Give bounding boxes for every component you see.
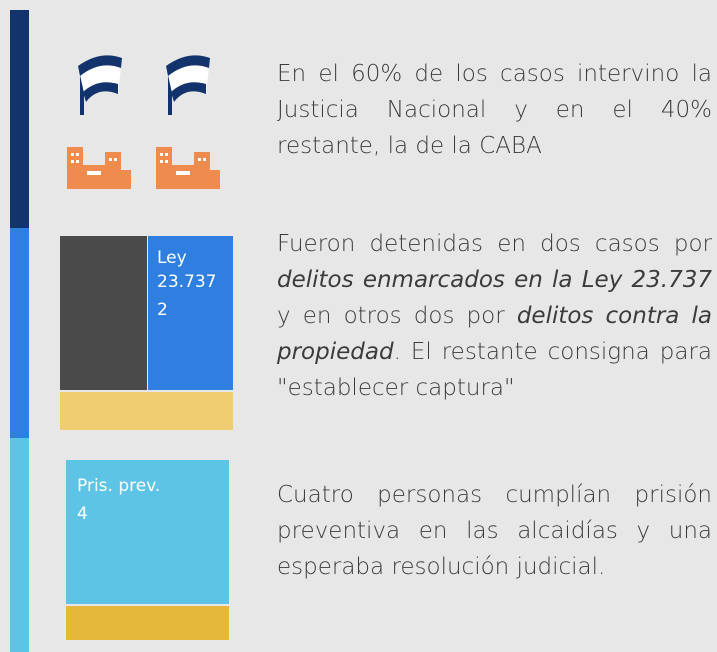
box-yellow: [66, 606, 229, 640]
bar-mid: [10, 228, 29, 438]
bar-top: [10, 10, 29, 228]
paragraph: Cuatro personas cumplían prisión prevent…: [277, 482, 712, 580]
box-yellow: [60, 392, 233, 430]
bar-bottom: [10, 438, 29, 652]
box-label: Ley 23.737: [157, 248, 217, 292]
building-icon: [67, 147, 131, 189]
text-segment: delitos contra la propiedad: [277, 303, 712, 365]
flag-icon: [166, 55, 210, 115]
text-segment: Fueron detenidas en dos casos por: [277, 231, 712, 257]
paragraph: Fueron detenidas en dos casos por delito…: [277, 226, 712, 406]
text-segment: . El restante consigna para "establecer …: [277, 339, 712, 401]
box-value: 2: [157, 300, 168, 320]
box-value: 4: [77, 504, 88, 524]
text-segment: delitos enmarcados en la Ley 23.737: [277, 267, 712, 293]
paragraph: En el 60% de los casos intervino la Just…: [277, 61, 712, 159]
box-dark: [60, 236, 147, 390]
building-icon: [156, 147, 220, 189]
text-segment: y en otros dos por: [277, 303, 517, 329]
flag-icon: [78, 55, 122, 115]
icons: [67, 55, 220, 189]
box-blue: [148, 236, 233, 390]
box-label: Pris. prev.: [77, 476, 161, 496]
box-light: [66, 460, 229, 604]
